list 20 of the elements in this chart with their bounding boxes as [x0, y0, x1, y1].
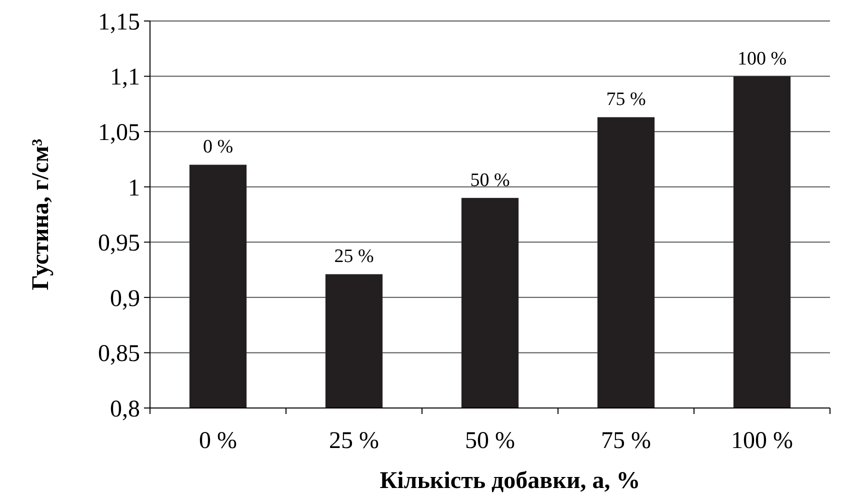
- y-tick-label: 1: [128, 175, 140, 202]
- y-tick-label: 0,8: [110, 396, 140, 422]
- annotation: 50 %: [470, 170, 510, 191]
- y-tick-label: 1,1: [110, 64, 140, 91]
- y-tick-label: 1,15: [98, 9, 140, 36]
- annotation: 0 %: [202, 136, 234, 158]
- x-axis-title: Кількість добавки, а, %: [380, 468, 640, 494]
- y-tick-label: 0,9: [110, 286, 140, 312]
- x-tick-label: 100 %: [731, 428, 793, 454]
- x-tick-label: 25 %: [329, 428, 379, 454]
- annotation: 100 %: [737, 48, 787, 70]
- x-tick-label: 0 %: [199, 428, 237, 454]
- y-tick-label: 0,95: [98, 230, 140, 257]
- y-axis-title: Густина, г/см³: [28, 138, 54, 290]
- y-tick-label: 1,05: [98, 120, 140, 146]
- x-tick-label: 50 %: [465, 428, 515, 454]
- annotation: 75 %: [606, 89, 646, 110]
- y-tick-label: 0,85: [98, 341, 140, 368]
- annotation: 25 %: [334, 246, 374, 268]
- x-tick-label: 75 %: [601, 428, 651, 454]
